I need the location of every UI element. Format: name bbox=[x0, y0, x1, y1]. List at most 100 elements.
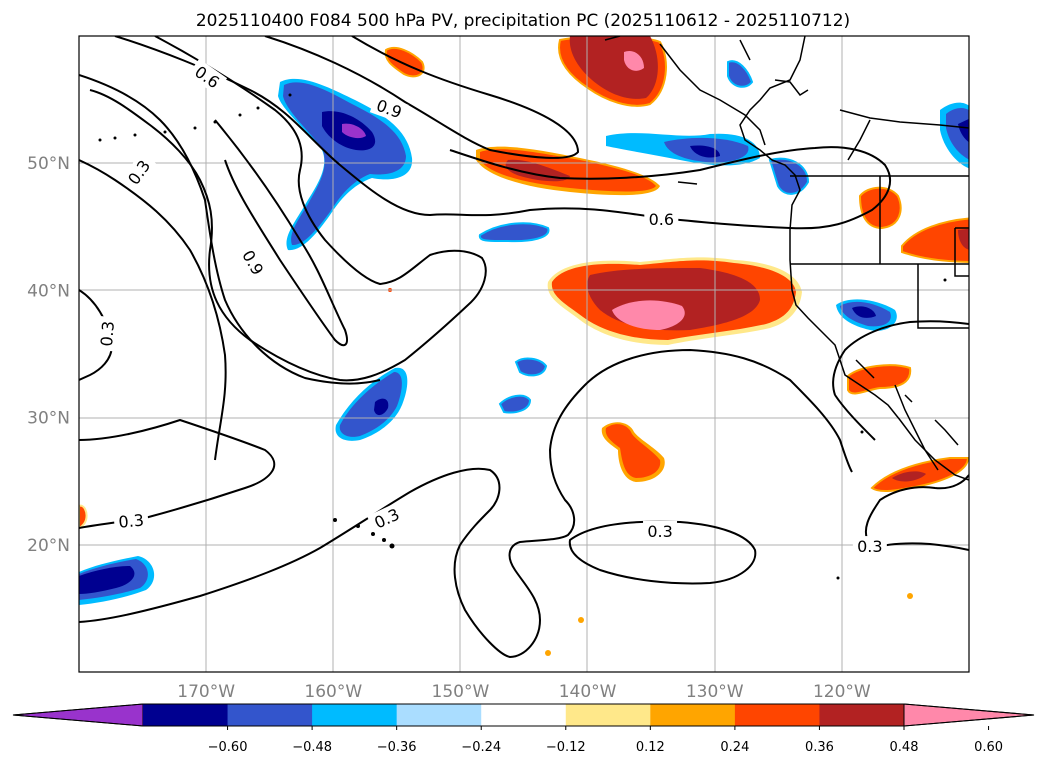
contour-label-text: 0.3 bbox=[97, 320, 118, 347]
precip-pos-main-peak bbox=[612, 300, 685, 330]
precip-speck-3 bbox=[578, 617, 584, 623]
lon-tick-label: 130°W bbox=[686, 682, 744, 702]
colorbar-tick-label: 0.36 bbox=[805, 740, 834, 755]
contour-label-bg bbox=[120, 152, 157, 192]
precip-neg-canada-core bbox=[958, 118, 969, 143]
lat-tick-labels: 50°N 40°N 30°N 20°N bbox=[27, 154, 70, 556]
precip-neg-4 bbox=[498, 394, 532, 414]
colorbar-tick-label: −0.24 bbox=[461, 740, 501, 755]
lon-tick-label: 150°W bbox=[432, 682, 490, 702]
colorbar-tick-label: 0.24 bbox=[720, 740, 749, 755]
map-frame bbox=[78, 35, 970, 673]
precip-neg-west-core bbox=[79, 566, 135, 594]
precip-pos-s1-inner bbox=[605, 424, 661, 478]
precip-neg-1-core bbox=[374, 398, 389, 416]
precip-neg-aleutian bbox=[283, 82, 406, 246]
contour-label: 0.6 bbox=[644, 209, 679, 230]
contour-label-bg bbox=[369, 93, 409, 124]
colorbar bbox=[12, 703, 1035, 727]
precip-pos-mt-core bbox=[958, 228, 969, 250]
lat-tick-label: 30°N bbox=[27, 409, 70, 429]
contour-label: 0.3 bbox=[95, 315, 119, 352]
lon-tick-label: 140°W bbox=[559, 682, 617, 702]
precip-neg-aleutian-peak bbox=[342, 123, 366, 139]
contour-label-text: 0.3 bbox=[118, 511, 145, 532]
contour-label-text: 0.3 bbox=[857, 537, 882, 556]
contour-label: 0.3 bbox=[113, 509, 149, 533]
contour-label-bg bbox=[643, 520, 678, 541]
contour-label-bg bbox=[367, 501, 407, 535]
pv-contour-0.6-west bbox=[79, 74, 381, 385]
colorbar-extend-min bbox=[12, 703, 144, 727]
lon-tick-label: 160°W bbox=[304, 682, 362, 702]
coastlines bbox=[604, 36, 969, 481]
chart-title: 2025110400 F084 500 hPa PV, precipitatio… bbox=[196, 11, 850, 31]
contour-label-bg bbox=[95, 315, 119, 352]
precip-pos-mx-core bbox=[892, 471, 926, 482]
contour-label-bg bbox=[187, 58, 228, 95]
precip-fields bbox=[79, 36, 969, 656]
graticule bbox=[79, 36, 969, 672]
contour-label: 0.3 bbox=[643, 520, 678, 541]
pv-contour-0.9-north bbox=[264, 36, 580, 159]
pv-contour-0.9-loop bbox=[214, 119, 348, 347]
precip-pos-mt bbox=[901, 217, 969, 263]
precip-pos-48n-core bbox=[505, 159, 570, 182]
colorbar-tick-label: 0.48 bbox=[890, 740, 919, 755]
colorbar-swatch bbox=[227, 704, 313, 726]
colorbar-swatch bbox=[650, 704, 736, 726]
lon-tick-label: 120°W bbox=[813, 682, 871, 702]
colorbar-swatch bbox=[312, 704, 398, 726]
contour-label-text: 0.6 bbox=[649, 210, 674, 229]
precip-neg-ak bbox=[727, 60, 754, 88]
colorbar-tick-label: −0.60 bbox=[208, 740, 248, 755]
colorbar-extend-max bbox=[903, 703, 1035, 727]
precip-neg-1-inner bbox=[339, 372, 402, 437]
precip-pos-ak-inner bbox=[569, 36, 658, 99]
precip-pos-ak-peak bbox=[624, 50, 644, 71]
colorbar-swatch bbox=[143, 704, 229, 726]
islands bbox=[98, 93, 947, 580]
lon-tick-label: 170°W bbox=[177, 682, 235, 702]
pv-contour-0.3-west bbox=[79, 159, 227, 461]
colorbar-tick-label: 0.12 bbox=[636, 740, 665, 755]
colorbar-swatch bbox=[819, 704, 905, 726]
colorbar-tick-label: −0.36 bbox=[377, 740, 417, 755]
precip-neg-ca-core bbox=[852, 306, 876, 318]
precip-neg-gulf-core bbox=[690, 145, 720, 158]
colorbar-tick-label: 0.60 bbox=[974, 740, 1003, 755]
lon-tick-labels: 170°W 160°W 150°W 140°W 130°W 120°W bbox=[177, 682, 871, 702]
contour-label: 0.3 bbox=[367, 501, 407, 535]
contour-label-bg bbox=[644, 209, 679, 230]
precip-neg-canada-inner bbox=[946, 108, 969, 160]
colorbar-tick-label: −0.48 bbox=[292, 740, 332, 755]
lat-tick-label: 40°N bbox=[27, 281, 70, 301]
colorbar-swatch bbox=[396, 704, 482, 726]
precip-pos-aleut bbox=[384, 46, 425, 78]
colorbar-swatch bbox=[734, 704, 820, 726]
precip-neg-3 bbox=[514, 357, 548, 377]
map-content: 0.60.90.30.90.60.30.3 0.3 0.30.3 bbox=[79, 36, 969, 672]
pv-contour-0.9-hook bbox=[89, 36, 487, 382]
precip-speck-4 bbox=[907, 593, 913, 599]
colorbar-swatch bbox=[481, 704, 567, 726]
colorbar-outline bbox=[12, 703, 1035, 727]
colorbar-tick-label: −0.12 bbox=[546, 740, 586, 755]
contour-label-bg bbox=[852, 536, 887, 557]
precip-speck-2 bbox=[545, 650, 551, 656]
pv-contour-0.3-ca bbox=[832, 320, 969, 441]
colorbar-ticks: −0.60 −0.48 −0.36 −0.24 −0.12 0.12 0.24 0.36 0.4… bbox=[208, 726, 1003, 755]
contour-label-bg bbox=[113, 509, 149, 533]
lat-tick-label: 20°N bbox=[27, 536, 70, 556]
pv-contour-0.6-north bbox=[114, 36, 892, 230]
precip-neg-2 bbox=[478, 222, 550, 243]
contour-label-bg bbox=[236, 242, 271, 283]
lat-tick-label: 50°N bbox=[27, 154, 70, 174]
map-background bbox=[79, 36, 969, 672]
colorbar-swatch bbox=[565, 704, 651, 726]
precip-pos-socal bbox=[847, 364, 912, 395]
precip-pos-48n bbox=[480, 149, 656, 192]
contour-label: 0.3 bbox=[852, 536, 887, 557]
contour-label-text: 0.3 bbox=[647, 522, 672, 541]
